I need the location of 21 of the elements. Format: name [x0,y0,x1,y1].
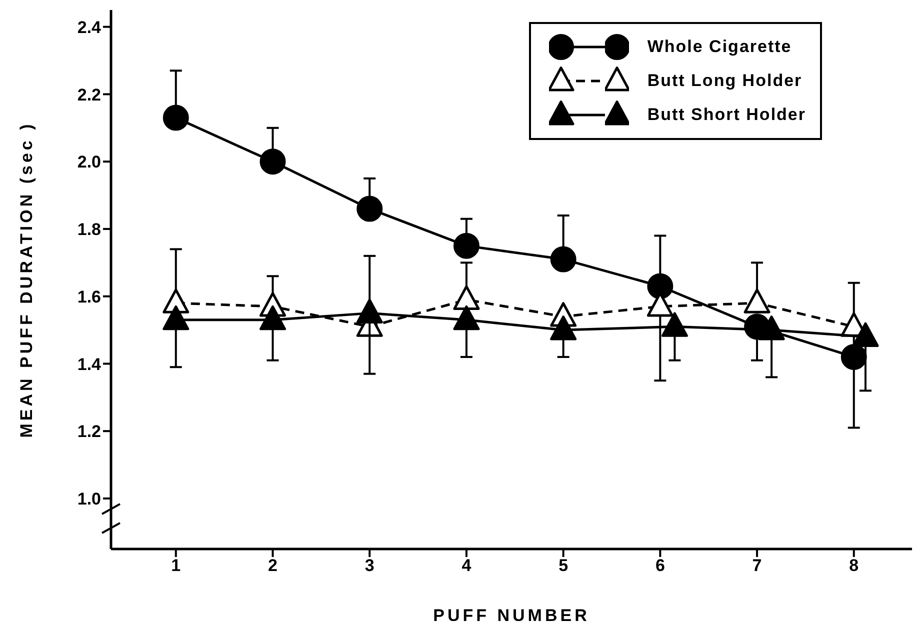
y-tick-label: 1.0 [77,490,101,509]
legend-label: Whole Cigarette [647,37,792,57]
x-tick-label: 4 [462,556,472,576]
y-tick-label: 2.0 [77,152,101,172]
y-tick-label: 2.2 [77,85,101,104]
y-tick-label: 1.6 [77,287,101,306]
x-tick-label: 6 [655,556,665,576]
x-axis-title: PUFF NUMBER [433,606,590,625]
x-tick-label: 1 [171,556,181,576]
y-tick-label: 1.4 [77,354,102,374]
x-tick-label: 5 [558,556,568,576]
y-tick-label: 1.2 [77,422,101,442]
x-tick-label: 2 [268,556,278,576]
y-tick-label: 1.8 [77,220,101,240]
y-tick-label: 2.4 [77,18,102,37]
x-tick-label: 7 [752,556,762,576]
x-tick-label: 3 [364,556,374,576]
x-tick-label: 8 [849,556,859,576]
y-axis-title: MEAN PUFF DURATION (sec ) [17,121,36,438]
legend-label: Butt Long Holder [647,71,802,91]
legend-label: Butt Short Holder [647,105,806,125]
